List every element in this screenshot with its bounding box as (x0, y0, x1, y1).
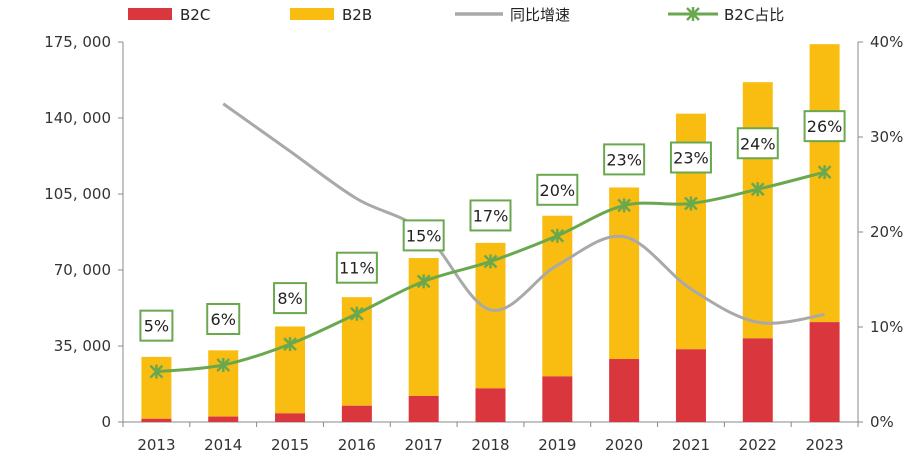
data-label-box (273, 282, 308, 315)
bar-b2b (809, 44, 840, 323)
x-tick-label: 2014 (204, 436, 242, 454)
data-label-text: 17% (473, 206, 509, 225)
data-label: 11% (335, 251, 378, 284)
data-label-text: 11% (339, 259, 375, 278)
share-marker (216, 358, 231, 372)
y-right-tick-label: 30% (870, 128, 903, 146)
data-label: 17% (469, 199, 512, 232)
data-label-box (206, 303, 241, 335)
data-label-box (139, 309, 174, 342)
data-label-text: 5% (144, 317, 169, 336)
x-tick-label: 2022 (739, 436, 777, 454)
data-label-box (536, 173, 579, 206)
data-label: 5% (139, 309, 174, 342)
share-marker (617, 198, 632, 213)
x-tick-label: 2013 (137, 436, 175, 454)
x-tick-label: 2018 (471, 436, 509, 454)
data-label: 23% (603, 143, 646, 176)
bar-b2b (742, 82, 773, 339)
y-left-tick-label: 175, 000 (44, 33, 111, 51)
bar-b2b (609, 187, 640, 360)
x-tick-label: 2023 (805, 436, 843, 454)
data-label-box (803, 110, 846, 143)
share-marker (416, 274, 431, 289)
data-label-box (469, 199, 512, 232)
share-marker (349, 306, 364, 321)
bar-b2c (675, 349, 706, 422)
y-right-tick-label: 0% (870, 413, 894, 431)
share-marker (149, 364, 164, 379)
data-label: 20% (536, 173, 579, 206)
bar-b2c (809, 322, 840, 422)
y-right-tick-label: 20% (870, 223, 903, 241)
legend: B2C B2B 同比增速 B2C占比 (128, 6, 784, 24)
data-label-box (335, 251, 378, 284)
data-labels: 5% 6% 8% 11% 15% 17% 20% 23% 23% 24% 26% (139, 110, 846, 342)
x-tick-label: 2015 (271, 436, 309, 454)
bar-b2c (208, 416, 239, 422)
legend-swatch-b2b (290, 8, 334, 20)
data-label: 23% (669, 141, 712, 174)
legend-label-b2b: B2B (342, 6, 372, 24)
data-label-text: 26% (807, 117, 843, 136)
bar-b2c (275, 413, 306, 422)
x-tick-label: 2021 (672, 436, 710, 454)
x-tick-label: 2020 (605, 436, 643, 454)
data-label-box (669, 141, 712, 174)
share-marker (750, 182, 765, 197)
legend-label-share: B2C占比 (724, 6, 784, 24)
y-left-tick-label: 105, 000 (44, 185, 111, 203)
y-right-tick-label: 40% (870, 33, 903, 51)
legend-marker-share (686, 7, 700, 21)
bar-b2c (742, 338, 773, 422)
bar-b2c (542, 376, 573, 422)
data-label-box (736, 127, 779, 160)
y-left-tick-label: 35, 000 (54, 337, 111, 355)
data-label: 6% (206, 303, 241, 335)
bar-b2c (408, 395, 439, 422)
share-marker (483, 254, 498, 269)
bar-b2c (341, 405, 372, 422)
data-label-text: 23% (673, 149, 709, 168)
y-right-tick-label: 10% (870, 318, 903, 336)
data-label-text: 24% (740, 134, 776, 153)
axes: 0 35, 000 70, 000 105, 000 140, 000 175, 000 0… (44, 33, 903, 454)
data-label: 8% (273, 282, 308, 315)
data-label: 26% (803, 110, 846, 143)
legend-label-b2c: B2C (180, 6, 210, 24)
share-marker (684, 196, 698, 211)
x-tick-label: 2017 (405, 436, 443, 454)
data-label-text: 23% (606, 150, 642, 169)
bar-b2c (475, 388, 506, 422)
share-marker (550, 228, 565, 243)
y-left-tick-label: 70, 000 (54, 261, 111, 279)
x-tick-label: 2019 (538, 436, 576, 454)
data-label-box (603, 143, 646, 176)
bar-b2c (609, 359, 640, 422)
data-label: 24% (736, 127, 779, 160)
y-left-tick-label: 140, 000 (44, 109, 111, 127)
data-label-text: 15% (406, 226, 442, 245)
data-label-box (402, 219, 445, 252)
legend-label-growth: 同比增速 (510, 6, 570, 24)
lines (149, 102, 832, 379)
legend-swatch-b2c (128, 8, 172, 20)
y-left-tick-label: 0 (101, 413, 111, 431)
x-tick-label: 2016 (338, 436, 376, 454)
data-label-text: 8% (277, 289, 302, 308)
data-label-text: 6% (211, 310, 236, 329)
data-label: 15% (402, 219, 445, 252)
bars (141, 44, 840, 422)
share-marker (283, 337, 297, 352)
share-marker (817, 165, 832, 180)
growth-line (222, 102, 825, 325)
bar-b2c (141, 418, 172, 422)
data-label-text: 20% (540, 181, 576, 200)
